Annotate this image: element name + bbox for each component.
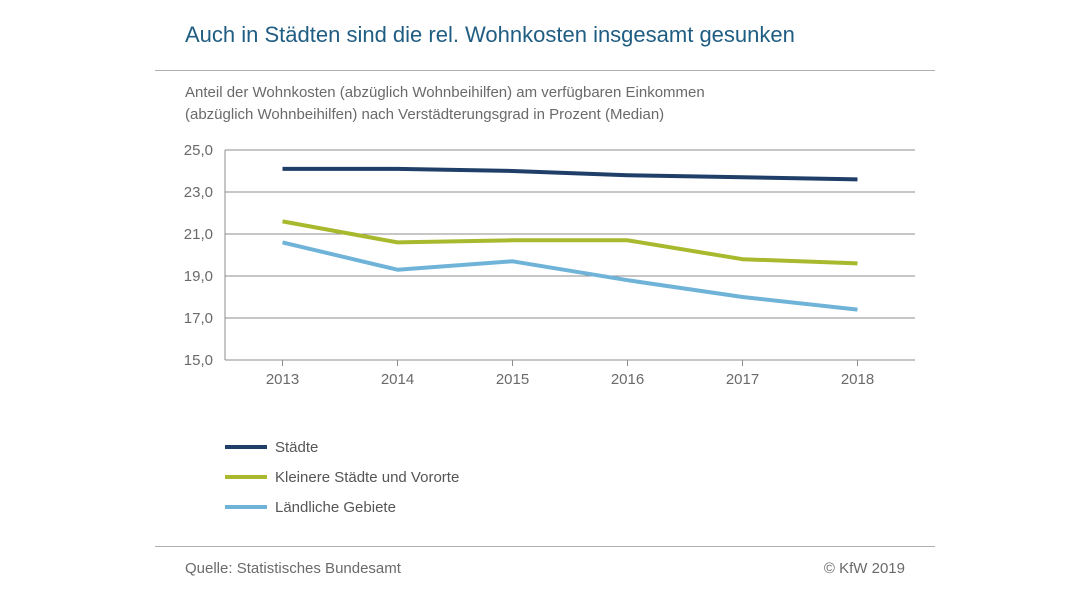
x-tick-label: 2016: [611, 371, 644, 388]
legend-item-kleinere: Kleinere Städte und Vororte: [225, 462, 459, 492]
chart-subtitle: Anteil der Wohnkosten (abzüglich Wohnbei…: [185, 82, 705, 126]
y-tick-label: 17,0: [184, 310, 213, 327]
x-tick-label: 2015: [496, 371, 529, 388]
x-tick-label: 2014: [381, 371, 414, 388]
x-tick-label: 2018: [841, 371, 874, 388]
chart-container: Auch in Städten sind die rel. Wohnkosten…: [0, 0, 1080, 608]
subtitle-line-2: (abzüglich Wohnbeihilfen) nach Verstädte…: [185, 106, 664, 123]
x-tick-label: 2013: [266, 371, 299, 388]
divider-bottom: [155, 546, 935, 547]
legend-label: Städte: [275, 439, 318, 456]
divider-top: [155, 70, 935, 71]
legend-label: Kleinere Städte und Vororte: [275, 469, 459, 486]
series-kleinere: [283, 221, 858, 263]
legend-swatch: [225, 475, 267, 479]
chart-plot-area: 15,0 17,0 19,0 21,0 23,0 25,0 2013 2014 2015 2016…: [155, 140, 935, 400]
series-staedte: [283, 169, 858, 180]
y-tick-label: 21,0: [184, 226, 213, 243]
source-text: Quelle: Statistisches Bundesamt: [185, 560, 401, 577]
copyright-text: © KfW 2019: [824, 560, 905, 577]
chart-svg: 15,0 17,0 19,0 21,0 23,0 25,0 2013 2014 2015 2016…: [155, 140, 935, 400]
y-tick-label: 25,0: [184, 142, 213, 159]
chart-title: Auch in Städten sind die rel. Wohnkosten…: [185, 22, 795, 48]
y-tick-label: 23,0: [184, 184, 213, 201]
legend-label: Ländliche Gebiete: [275, 499, 396, 516]
y-tick-label: 19,0: [184, 268, 213, 285]
legend-swatch: [225, 505, 267, 509]
legend-swatch: [225, 445, 267, 449]
x-tick-label: 2017: [726, 371, 759, 388]
legend-item-staedte: Städte: [225, 432, 459, 462]
subtitle-line-1: Anteil der Wohnkosten (abzüglich Wohnbei…: [185, 84, 705, 101]
legend-item-laendlich: Ländliche Gebiete: [225, 492, 459, 522]
chart-legend: Städte Kleinere Städte und Vororte Ländlic…: [225, 432, 459, 522]
y-tick-label: 15,0: [184, 352, 213, 369]
